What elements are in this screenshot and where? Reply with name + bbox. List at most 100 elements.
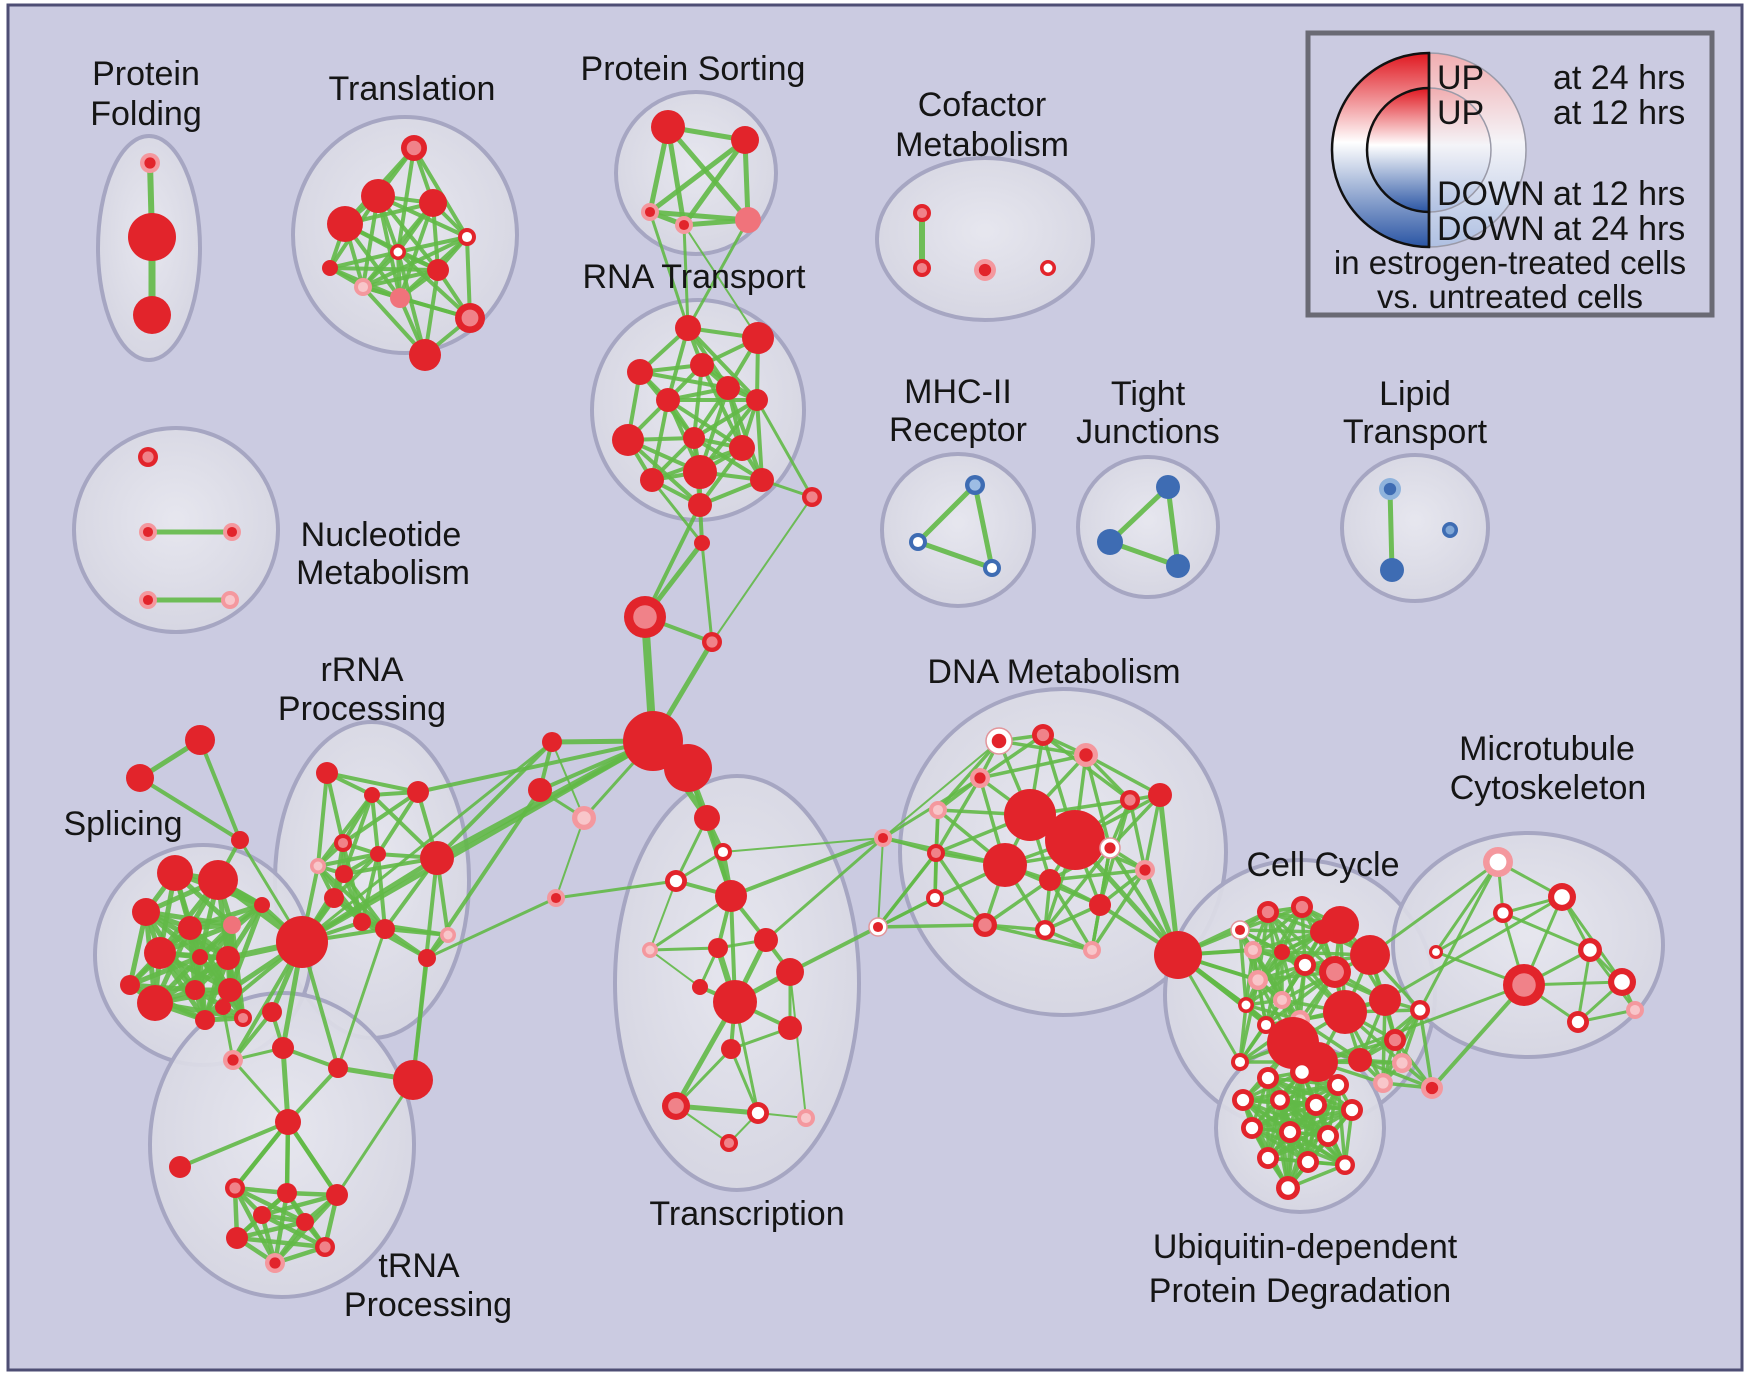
- network-node-inner: [1139, 864, 1151, 876]
- network-node-outer: [335, 865, 353, 883]
- network-node-inner: [1489, 853, 1507, 871]
- network-node-outer: [664, 744, 712, 792]
- network-node-outer: [169, 1156, 191, 1178]
- cluster-label: RNA Transport: [583, 258, 807, 296]
- network-edge: [876, 923, 987, 929]
- network-node-outer: [651, 110, 685, 144]
- network-edge: [316, 771, 329, 868]
- network-edge: [328, 266, 440, 272]
- network-edge: [1250, 1108, 1354, 1130]
- network-edge: [411, 956, 429, 1082]
- network-node-outer: [1166, 554, 1190, 578]
- network-node-inner: [1241, 1000, 1251, 1010]
- network-edge: [1244, 963, 1307, 1007]
- network-edge: [316, 793, 374, 868]
- network-edge: [1576, 948, 1592, 1024]
- network-node-inner: [1124, 794, 1136, 806]
- network-node-inner: [461, 309, 479, 327]
- legend-box: [1305, 30, 1715, 318]
- network-edge: [234, 1235, 328, 1250]
- network-node-inner: [1629, 1004, 1641, 1016]
- network-edge: [647, 209, 751, 223]
- network-edge: [396, 235, 469, 254]
- network-node-inner: [1377, 1077, 1389, 1089]
- network-node-inner: [1245, 1121, 1259, 1135]
- network-node-outer: [120, 975, 140, 995]
- network-edge: [332, 852, 380, 900]
- network-edge: [383, 927, 450, 937]
- network-node-outer: [296, 1213, 314, 1231]
- network-node-inner: [800, 1112, 812, 1124]
- network-node-outer: [542, 732, 562, 752]
- network-edge: [934, 851, 987, 927]
- cluster-label: Splicing: [63, 805, 182, 843]
- network-node-inner: [550, 892, 562, 904]
- network-edge: [647, 137, 748, 215]
- network-node-outer: [353, 913, 371, 931]
- network-edge: [649, 880, 677, 951]
- legend-direction-label: UP: [1437, 94, 1484, 132]
- network-node-outer: [742, 322, 774, 354]
- network-node-outer: [1274, 944, 1290, 960]
- network-node-inner: [986, 562, 998, 574]
- network-node-inner: [1043, 263, 1053, 273]
- legend-footnote: vs. untreated cells: [1377, 278, 1643, 315]
- network-node-outer: [715, 880, 747, 912]
- cluster-label: rRNA: [320, 651, 403, 689]
- network-node-inner: [1512, 973, 1536, 997]
- network-edge: [876, 896, 937, 929]
- network-node-inner: [1309, 1098, 1323, 1112]
- network-edge: [682, 223, 690, 330]
- network-edge: [692, 436, 764, 482]
- network-edge: [1128, 798, 1147, 872]
- network-node-inner: [1247, 944, 1259, 956]
- network-node-inner: [577, 811, 591, 825]
- network-node-outer: [275, 1109, 301, 1135]
- network-node-inner: [1339, 1159, 1351, 1171]
- network-node-inner: [224, 594, 236, 606]
- network-node-inner: [1298, 958, 1312, 972]
- network-node-outer: [420, 841, 454, 875]
- network-node-inner: [1396, 1057, 1408, 1069]
- network-node-inner: [1234, 1056, 1246, 1068]
- network-node-inner: [969, 479, 981, 491]
- network-node-outer: [178, 916, 202, 940]
- network-node-inner: [877, 832, 889, 844]
- network-node-outer: [690, 353, 714, 377]
- network-edge: [1107, 484, 1171, 545]
- network-node-inner: [1295, 1065, 1309, 1079]
- legend-time-label: at 24 hrs: [1553, 59, 1685, 97]
- network-node-inner: [806, 491, 818, 503]
- cluster-label: Cell Cycle: [1246, 846, 1399, 884]
- cluster-label: Tight: [1111, 375, 1186, 413]
- network-edge: [300, 740, 554, 944]
- cluster-label: Folding: [90, 95, 202, 133]
- network-node-outer: [1097, 529, 1123, 555]
- network-node-outer: [418, 949, 436, 967]
- network-edge: [1250, 1103, 1318, 1130]
- network-edge: [1043, 846, 1112, 932]
- network-node-inner: [1432, 948, 1440, 956]
- network-edge: [231, 1058, 290, 1124]
- network-edge: [1387, 486, 1395, 573]
- network-node-inner: [1301, 1155, 1315, 1169]
- network-node-outer: [272, 1037, 294, 1059]
- network-node-outer: [276, 916, 328, 968]
- cluster-ellipse-lipid-transport: [1340, 453, 1490, 603]
- network-edge: [231, 1010, 274, 1062]
- network-edge: [686, 326, 759, 402]
- network-node-outer: [708, 938, 728, 958]
- network-node-outer: [1039, 869, 1061, 891]
- network-node-inner: [991, 733, 1007, 749]
- network-edge: [259, 1212, 328, 1250]
- network-node-outer: [735, 207, 761, 233]
- network-node-outer: [226, 1227, 248, 1249]
- network-edge: [788, 925, 880, 974]
- network-edge: [555, 817, 585, 899]
- network-node-inner: [227, 1054, 239, 1066]
- network-edge: [683, 224, 759, 339]
- network-node-outer: [778, 1016, 802, 1040]
- legend-direction-label: UP: [1437, 59, 1484, 97]
- network-node-inner: [916, 262, 928, 274]
- network-edge: [1238, 928, 1284, 1002]
